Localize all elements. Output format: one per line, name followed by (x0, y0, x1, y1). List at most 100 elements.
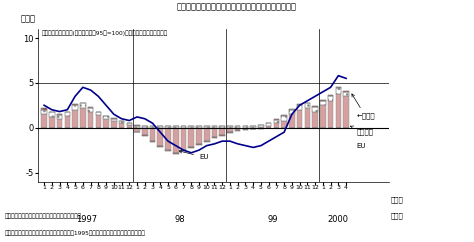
Bar (282, 116, 287, 121)
Bar (336, 88, 341, 94)
Bar (127, 123, 132, 125)
Bar (142, 128, 147, 135)
Bar (289, 109, 295, 110)
Text: 99: 99 (267, 215, 278, 224)
Bar (103, 116, 109, 119)
Bar (73, 105, 78, 110)
Bar (196, 144, 202, 145)
Bar (204, 141, 210, 142)
Bar (235, 126, 240, 128)
Bar (80, 104, 86, 108)
Bar (80, 108, 86, 128)
Bar (57, 115, 63, 119)
Bar (88, 108, 93, 112)
Bar (96, 113, 101, 115)
Bar (282, 116, 287, 121)
Bar (219, 135, 225, 136)
Bar (189, 126, 194, 128)
Bar (181, 150, 186, 151)
Bar (41, 110, 47, 114)
Bar (212, 128, 217, 137)
Bar (320, 101, 326, 105)
Bar (305, 104, 310, 108)
Bar (289, 110, 295, 114)
Bar (173, 126, 179, 128)
Text: 98: 98 (174, 215, 185, 224)
Bar (111, 118, 117, 119)
Bar (157, 126, 163, 128)
Bar (204, 126, 210, 128)
Bar (227, 126, 233, 128)
Bar (127, 125, 132, 128)
Bar (219, 126, 225, 128)
Bar (64, 116, 70, 128)
Bar (235, 130, 240, 131)
Bar (119, 121, 124, 123)
Bar (80, 104, 86, 108)
Bar (235, 126, 240, 128)
Bar (49, 113, 55, 117)
Bar (328, 95, 333, 96)
Text: アメリカ: アメリカ (351, 126, 373, 136)
Text: ２．寄与度分解は輸出数量指数を1995年輸出金額でウエイトづけし作成。: ２．寄与度分解は輸出数量指数を1995年輸出金額でウエイトづけし作成。 (5, 230, 146, 236)
Bar (305, 104, 310, 108)
Bar (150, 128, 155, 141)
Bar (282, 115, 287, 116)
Text: ←アジア: ←アジア (352, 94, 375, 119)
Bar (64, 112, 70, 113)
Bar (320, 100, 326, 101)
Bar (189, 128, 194, 147)
Bar (320, 101, 326, 105)
Bar (49, 117, 55, 128)
Bar (266, 123, 272, 126)
Bar (41, 108, 47, 110)
Bar (142, 126, 147, 128)
Bar (134, 125, 140, 126)
Bar (336, 94, 341, 128)
Bar (150, 126, 155, 128)
Text: （年）: （年） (391, 212, 404, 219)
Bar (150, 141, 155, 142)
Bar (312, 112, 318, 128)
Bar (173, 153, 179, 154)
Bar (336, 88, 341, 94)
Bar (243, 129, 248, 130)
Bar (258, 125, 264, 127)
Bar (204, 141, 210, 142)
Bar (165, 126, 171, 128)
Bar (289, 114, 295, 128)
Bar (49, 112, 55, 113)
Bar (258, 128, 264, 129)
Bar (64, 112, 70, 113)
Bar (57, 114, 63, 115)
Bar (227, 132, 233, 133)
Bar (111, 121, 117, 128)
Bar (165, 150, 171, 151)
Bar (88, 107, 93, 108)
Bar (111, 119, 117, 121)
Bar (196, 128, 202, 144)
Bar (266, 123, 272, 126)
Text: 1997: 1997 (76, 215, 97, 224)
Bar (127, 123, 132, 125)
Bar (297, 105, 302, 110)
Bar (312, 107, 318, 112)
Bar (64, 113, 70, 116)
Bar (250, 126, 256, 128)
Bar (258, 125, 264, 127)
Bar (165, 126, 171, 128)
Bar (189, 126, 194, 128)
Bar (73, 110, 78, 128)
Bar (41, 114, 47, 128)
Bar (297, 104, 302, 105)
Bar (289, 110, 295, 114)
Bar (119, 121, 124, 123)
Bar (96, 115, 101, 128)
Bar (96, 113, 101, 115)
Bar (282, 121, 287, 128)
Bar (235, 128, 240, 130)
Bar (258, 128, 264, 129)
Bar (181, 126, 186, 128)
Bar (181, 128, 186, 150)
Bar (80, 103, 86, 104)
